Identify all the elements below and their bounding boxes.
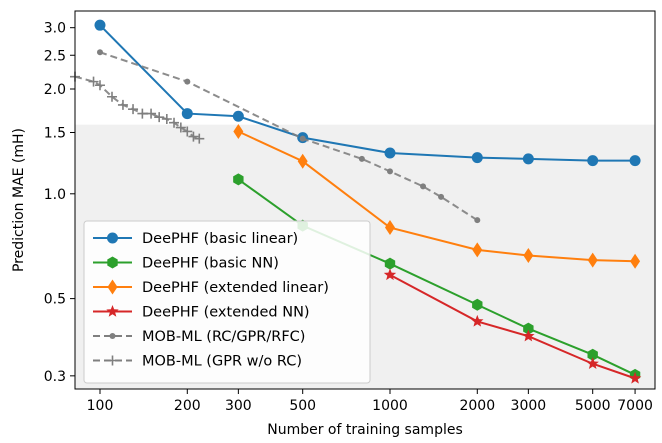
legend-marker — [107, 355, 118, 366]
data-point — [117, 99, 128, 110]
data-point — [474, 217, 481, 224]
y-tick-label: 2.0 — [44, 82, 66, 98]
data-point — [181, 108, 193, 120]
data-point — [188, 131, 199, 142]
data-point — [233, 173, 244, 186]
y-axis: 0.3 0.5 1.0 1.5 2.0 2.5 3.0 — [44, 21, 75, 385]
data-point — [233, 123, 244, 139]
data-point — [629, 155, 641, 167]
legend-entry: DeePHF (extended linear) — [93, 279, 329, 296]
series-0 — [94, 19, 641, 167]
data-point — [106, 91, 117, 102]
data-point — [232, 110, 244, 122]
legend-label: MOB-ML (RC/GPR/RFC) — [142, 329, 305, 345]
data-point — [297, 153, 308, 169]
x-tick-label: 2000 — [459, 398, 495, 414]
data-point — [523, 322, 534, 335]
data-point — [420, 183, 427, 190]
data-point — [438, 193, 445, 200]
legend-label: DeePHF (extended linear) — [142, 280, 329, 296]
data-point — [384, 220, 395, 236]
data-point — [471, 152, 483, 164]
data-point — [299, 135, 306, 142]
data-point — [472, 242, 483, 258]
data-point — [587, 348, 598, 361]
legend-entry: MOB-ML (GPR w/o RC) — [93, 354, 302, 370]
x-tick-label: 100 — [87, 398, 114, 414]
data-point — [587, 252, 598, 268]
series-3 — [383, 268, 642, 384]
series-4 — [96, 49, 481, 224]
y-axis-label: Prediction MAE (mH) — [11, 128, 27, 272]
y-tick-label: 3.0 — [44, 21, 66, 37]
legend-entry: DeePHF (basic linear) — [93, 231, 298, 247]
data-point — [384, 147, 396, 159]
legend-marker — [107, 279, 118, 295]
series-line — [99, 51, 478, 222]
legend-label: DeePHF (basic NN) — [142, 256, 279, 272]
data-point — [628, 371, 642, 384]
data-point — [384, 257, 396, 270]
legend-label: DeePHF (extended NN) — [142, 305, 310, 321]
x-tick-label: 500 — [289, 398, 316, 414]
data-point — [522, 153, 534, 165]
legend-label: DeePHF (basic linear) — [142, 231, 298, 247]
x-tick-label: 7000 — [617, 398, 653, 414]
data-point — [471, 314, 484, 327]
plot-frame — [74, 10, 656, 390]
legend-marker — [107, 232, 118, 244]
legend-entry: DeePHF (extended NN) — [93, 305, 310, 321]
series-5 — [70, 71, 205, 144]
data-point — [587, 155, 599, 167]
y-tick-label: 0.3 — [44, 369, 66, 385]
data-point — [94, 19, 106, 31]
data-point — [161, 113, 172, 124]
data-point — [184, 78, 191, 85]
data-point — [630, 253, 641, 269]
legend: DeePHF (basic linear) DeePHF (basic NN) De… — [83, 220, 371, 384]
legend-label: MOB-ML (GPR w/o RC) — [142, 354, 302, 370]
data-point — [472, 298, 483, 311]
data-point — [383, 268, 397, 281]
y-tick-label: 2.5 — [44, 48, 66, 64]
legend-marker — [106, 305, 119, 317]
data-point — [523, 247, 534, 263]
data-point — [386, 168, 393, 175]
data-point — [128, 104, 139, 115]
x-tick-label: 200 — [174, 398, 201, 414]
legend-entry: MOB-ML (RC/GPR/RFC) — [93, 329, 305, 345]
x-axis: 100 200 300 500 1000 2000 3000 5000 7000 — [87, 389, 653, 414]
data-point — [169, 117, 180, 128]
data-point — [146, 108, 157, 119]
data-point — [88, 76, 99, 87]
x-axis-label: Number of training samples — [267, 422, 463, 438]
y-tick-label: 1.5 — [44, 125, 66, 141]
data-point — [358, 155, 365, 162]
data-point — [586, 357, 599, 369]
data-point — [96, 49, 103, 56]
data-point — [194, 133, 205, 144]
series-line — [74, 75, 200, 140]
data-point — [522, 329, 535, 342]
x-tick-label: 3000 — [511, 398, 547, 414]
data-point — [175, 122, 186, 133]
series-2 — [233, 123, 641, 269]
legend-marker — [107, 256, 118, 269]
legend-marker — [109, 333, 116, 339]
x-tick-label: 5000 — [575, 398, 611, 414]
y-tick-label: 1.0 — [44, 187, 66, 203]
y-tick-label: 0.5 — [44, 292, 66, 308]
data-point — [154, 112, 165, 123]
x-tick-label: 1000 — [372, 398, 408, 414]
data-point — [94, 80, 105, 91]
data-point — [182, 126, 193, 137]
x-tick-label: 300 — [225, 398, 252, 414]
legend-box — [83, 220, 371, 384]
legend-entry: DeePHF (basic NN) — [93, 256, 279, 272]
data-point — [137, 108, 148, 119]
